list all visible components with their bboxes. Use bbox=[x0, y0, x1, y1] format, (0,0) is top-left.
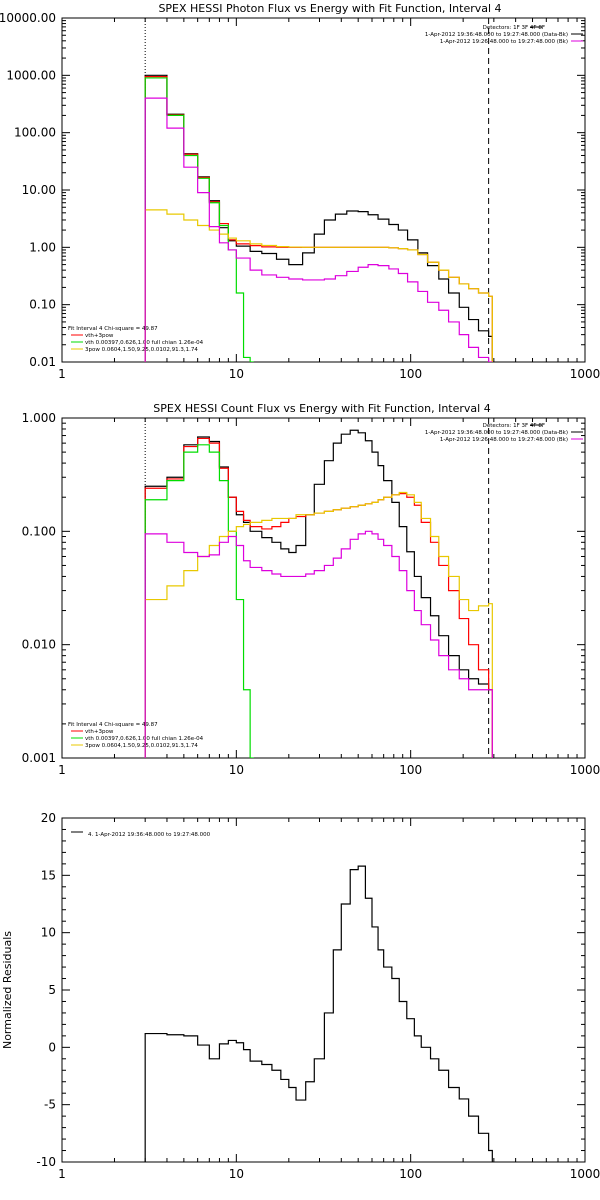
series-line-0 bbox=[144, 865, 493, 1162]
series-line-2 bbox=[144, 444, 254, 758]
fit-legend-3pow: 3pow 0.0604,1.50,9.25,0.0102,91.3,1.74 bbox=[85, 347, 198, 353]
y-axis-label: Normalized Residuals bbox=[1, 931, 14, 1049]
series-line-1 bbox=[144, 76, 493, 362]
fit-legend: Fit Interval 4 Chi-square = 49.87 vth+3p… bbox=[68, 722, 204, 749]
y-tick-label: 0.01 bbox=[29, 355, 56, 369]
fit-legend-total: vth+3pow bbox=[85, 729, 114, 735]
x-tick-label: 1000 bbox=[570, 367, 600, 381]
series-line-4 bbox=[144, 97, 493, 362]
series-group bbox=[144, 429, 493, 758]
fit-legend-total: vth+3pow bbox=[85, 333, 114, 339]
residuals-panel: Normalized Residuals 4. 1-Apr-2012 19:36… bbox=[1, 811, 600, 1181]
y-tick-label: 1.000 bbox=[22, 411, 56, 425]
series-line-0 bbox=[144, 429, 493, 758]
y-tick-label: 15 bbox=[41, 868, 56, 882]
x-tick-label: 10 bbox=[229, 367, 244, 381]
y-tick-label: 0.010 bbox=[22, 638, 56, 652]
x-tick-label: 10 bbox=[229, 1167, 244, 1181]
plot-frame bbox=[61, 817, 586, 1163]
y-tick-label: 100.00 bbox=[14, 126, 56, 140]
x-tick-label: 1000 bbox=[570, 763, 600, 777]
x-tick-label: 100 bbox=[399, 367, 422, 381]
plot-frame bbox=[61, 17, 586, 363]
series-line-3 bbox=[144, 209, 493, 362]
x-tick-label: 10 bbox=[229, 763, 244, 777]
y-axis-ticks bbox=[62, 20, 585, 363]
series-line-1 bbox=[144, 437, 493, 758]
chart-title: SPEX HESSI Photon Flux vs Energy with Fi… bbox=[158, 2, 501, 15]
fit-legend-vth: vth 0.00397,0.626,1.00 full chian 1.26e-… bbox=[85, 736, 204, 742]
fit-legend-vth: vth 0.00397,0.626,1.00 full chian 1.26e-… bbox=[85, 340, 204, 346]
photon-flux-panel: SPEX HESSI Photon Flux vs Energy with Fi… bbox=[0, 2, 600, 381]
legend: 4. 1-Apr-2012 19:36:48.000 to 19:27:48.0… bbox=[88, 832, 211, 838]
x-tick-label: 100 bbox=[399, 763, 422, 777]
plot-frame bbox=[61, 417, 586, 759]
y-tick-label: 5 bbox=[48, 983, 56, 997]
x-axis-ticks bbox=[61, 18, 578, 362]
legend-bk: 1-Apr-2012 19:26:48.000 to 19:27:48.000 … bbox=[440, 437, 568, 443]
series-line-4 bbox=[144, 530, 493, 758]
series-group bbox=[144, 74, 493, 362]
x-axis-ticks bbox=[61, 818, 578, 1162]
y-tick-label: 0 bbox=[48, 1040, 56, 1054]
x-tick-label: 1 bbox=[58, 367, 66, 381]
x-tick-label: 1000 bbox=[570, 1167, 600, 1181]
legend: Detectors: 1F 3F 4F 8F 1-Apr-2012 19:36:… bbox=[425, 25, 568, 45]
legend: Detectors: 1F 3F 4F 8F 1-Apr-2012 19:36:… bbox=[425, 423, 568, 443]
fit-legend-header: Fit Interval 4 Chi-square = 49.87 bbox=[68, 722, 158, 728]
chart-title: SPEX HESSI Count Flux vs Energy with Fit… bbox=[153, 402, 490, 415]
x-tick-label: 1 bbox=[58, 763, 66, 777]
y-axis-ticks bbox=[62, 817, 585, 1163]
legend-interval: 4. 1-Apr-2012 19:36:48.000 to 19:27:48.0… bbox=[88, 832, 211, 838]
count-flux-panel: SPEX HESSI Count Flux vs Energy with Fit… bbox=[22, 402, 600, 777]
series-line-0 bbox=[144, 74, 493, 362]
y-tick-label: 0.10 bbox=[29, 298, 56, 312]
y-tick-label: 1.00 bbox=[29, 240, 56, 254]
y-tick-label: -10 bbox=[36, 1155, 56, 1169]
y-tick-label: -5 bbox=[44, 1098, 56, 1112]
y-tick-label: 0.001 bbox=[22, 751, 56, 765]
y-tick-label: 20 bbox=[41, 811, 56, 825]
series-line-2 bbox=[144, 77, 254, 362]
legend-detectors: Detectors: 1F 3F 4F 8F bbox=[483, 423, 545, 429]
x-tick-label: 1 bbox=[58, 1167, 66, 1181]
x-axis-ticks bbox=[61, 418, 578, 758]
y-tick-label: 10 bbox=[41, 926, 56, 940]
legend-detectors: Detectors: 1F 3F 4F 8F bbox=[483, 25, 545, 31]
y-tick-label: 0.100 bbox=[22, 524, 56, 538]
series-line-3 bbox=[144, 491, 493, 758]
legend-data-bk: 1-Apr-2012 19:36:48.000 to 19:27:48.000 … bbox=[425, 32, 568, 38]
legend-bk: 1-Apr-2012 19:26:48.000 to 19:27:48.000 … bbox=[440, 39, 568, 45]
y-tick-label: 1000.00 bbox=[6, 68, 56, 82]
y-axis-ticks bbox=[62, 422, 585, 759]
legend-data-bk: 1-Apr-2012 19:36:48.000 to 19:27:48.000 … bbox=[425, 430, 568, 436]
fit-legend-3pow: 3pow 0.0604,1.50,9.25,0.0102,91.3,1.74 bbox=[85, 743, 198, 749]
y-tick-label: 10.00 bbox=[22, 183, 56, 197]
fit-legend: Fit Interval 4 Chi-square = 49.87 vth+3p… bbox=[68, 326, 204, 353]
series-group bbox=[144, 865, 493, 1162]
x-tick-label: 100 bbox=[399, 1167, 422, 1181]
y-tick-label: 10000.00 bbox=[0, 11, 56, 25]
fit-legend-header: Fit Interval 4 Chi-square = 49.87 bbox=[68, 326, 158, 332]
